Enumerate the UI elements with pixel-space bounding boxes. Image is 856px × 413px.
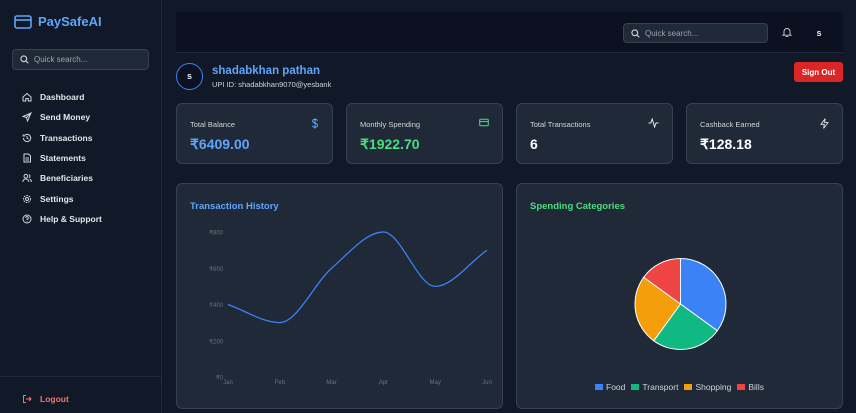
profile-avatar: s	[176, 63, 203, 90]
credit-card-icon	[14, 14, 32, 29]
sidebar-item-label: Statements	[40, 153, 86, 164]
y-tick-label: ₹800	[209, 230, 223, 237]
pie-chart	[634, 257, 727, 350]
sidebar-item-send-money[interactable]: Send Money	[22, 107, 102, 127]
legend-swatch	[684, 384, 693, 390]
series-line	[227, 231, 488, 324]
y-tick-label: ₹600	[209, 266, 223, 273]
legend-item-bills: Bills	[737, 382, 764, 392]
legend-label: Shopping	[695, 382, 732, 392]
x-tick-label: Apr	[379, 380, 388, 386]
send-icon	[22, 112, 32, 123]
legend-item-transport: Transport	[631, 382, 678, 392]
stat-value: ₹1922.70	[360, 136, 420, 152]
legend-label: Transport	[642, 382, 679, 392]
brand[interactable]: PaySafeAI	[14, 14, 102, 29]
legend-item-food: Food	[595, 382, 625, 392]
legend-swatch	[595, 384, 604, 390]
document-icon	[23, 153, 31, 163]
y-tick-label: ₹0	[216, 375, 224, 382]
stat-card-total-transactions: Total Transactions 6	[516, 103, 673, 164]
logout-button[interactable]: Logout	[22, 394, 69, 404]
sidebar-item-dashboard[interactable]: Dashboard	[22, 87, 102, 107]
user-name: shadabkhan pathan	[212, 65, 320, 77]
sidebar: PaySafeAI Dashboard Send Money Transacti…	[0, 0, 162, 413]
pie-slice-food	[680, 257, 727, 332]
y-tick-label: ₹200	[209, 338, 223, 345]
logout-icon	[23, 395, 32, 403]
top-bar: s	[176, 12, 843, 53]
stat-value: ₹128.18	[700, 136, 752, 152]
upi-id: UPI ID: shadabkhan9070@yesbank	[212, 80, 332, 89]
stat-value: 6	[530, 136, 538, 152]
line-chart-title: Transaction History	[190, 201, 279, 212]
stat-label: Total Balance	[190, 120, 236, 129]
sign-out-button[interactable]: Sign Out	[794, 62, 843, 82]
legend-label: Bills	[748, 382, 764, 392]
sidebar-item-label: Settings	[40, 193, 74, 204]
sidebar-nav: Dashboard Send Money Transactions Statem…	[22, 87, 102, 229]
x-tick-label: Jun	[482, 380, 492, 386]
sidebar-search-input[interactable]	[34, 55, 144, 64]
line-chart: ₹0 ₹200 ₹400 ₹600 ₹800 Jan Feb Mar Apr May Jun	[209, 230, 492, 387]
activity-icon	[648, 118, 659, 128]
stat-label: Total Transactions	[530, 120, 591, 129]
x-tick-label: Feb	[275, 380, 286, 386]
credit-card-icon	[479, 118, 489, 127]
top-avatar[interactable]: s	[816, 28, 822, 38]
sidebar-item-help-support[interactable]: Help & Support	[22, 209, 102, 229]
legend-swatch	[631, 384, 640, 390]
help-icon	[22, 214, 32, 224]
sidebar-divider	[0, 376, 162, 377]
sidebar-item-label: Send Money	[40, 112, 91, 123]
history-icon	[22, 133, 32, 142]
stat-label: Cashback Earned	[700, 120, 760, 129]
sidebar-item-transactions[interactable]: Transactions	[22, 128, 102, 148]
sidebar-item-label: Help & Support	[40, 213, 102, 224]
legend-swatch	[737, 384, 746, 390]
logout-label: Logout	[40, 394, 69, 404]
home-icon	[22, 92, 32, 102]
top-search	[623, 23, 768, 43]
pie-slice-transport	[653, 303, 719, 350]
dollar-icon	[311, 118, 319, 129]
pie-legend: Food Transport Shopping Bills	[517, 382, 842, 392]
pie-chart-title: Spending Categories	[530, 201, 626, 212]
x-tick-label: Mar	[326, 380, 336, 386]
search-icon	[631, 28, 640, 38]
sidebar-search	[12, 49, 149, 70]
search-icon	[20, 55, 29, 64]
pie-slice-shopping	[634, 276, 682, 342]
y-tick-label: ₹400	[209, 302, 223, 309]
x-tick-label: Jan	[223, 380, 233, 386]
sidebar-item-label: Dashboard	[40, 92, 85, 103]
zap-icon	[820, 118, 829, 129]
x-tick-label: May	[430, 380, 441, 386]
stat-card-monthly-spending: Monthly Spending ₹1922.70	[346, 103, 503, 164]
sidebar-item-beneficiaries[interactable]: Beneficiaries	[22, 168, 102, 188]
legend-item-shopping: Shopping	[684, 382, 731, 392]
legend-label: Food	[606, 382, 626, 392]
stat-value: ₹6409.00	[190, 136, 250, 152]
spending-categories-panel: Spending Categories Food Transport Shoppin…	[516, 183, 843, 409]
stat-card-cashback-earned: Cashback Earned ₹128.18	[686, 103, 843, 164]
bell-icon[interactable]	[782, 27, 792, 37]
pie-slice-bills	[642, 257, 681, 305]
transaction-history-panel: Transaction History ₹0 ₹200 ₹400 ₹600 ₹800 Ja…	[176, 183, 503, 409]
sidebar-item-statements[interactable]: Statements	[22, 148, 102, 168]
stat-label: Monthly Spending	[360, 120, 421, 129]
app-name: PaySafeAI	[38, 14, 102, 29]
gear-icon	[23, 194, 31, 203]
sidebar-item-label: Transactions	[40, 132, 93, 143]
users-icon	[22, 174, 32, 183]
sidebar-item-settings[interactable]: Settings	[22, 188, 102, 208]
stat-card-total-balance: Total Balance ₹6409.00	[176, 103, 333, 164]
top-search-input[interactable]	[645, 28, 763, 38]
sidebar-item-label: Beneficiaries	[40, 173, 93, 184]
